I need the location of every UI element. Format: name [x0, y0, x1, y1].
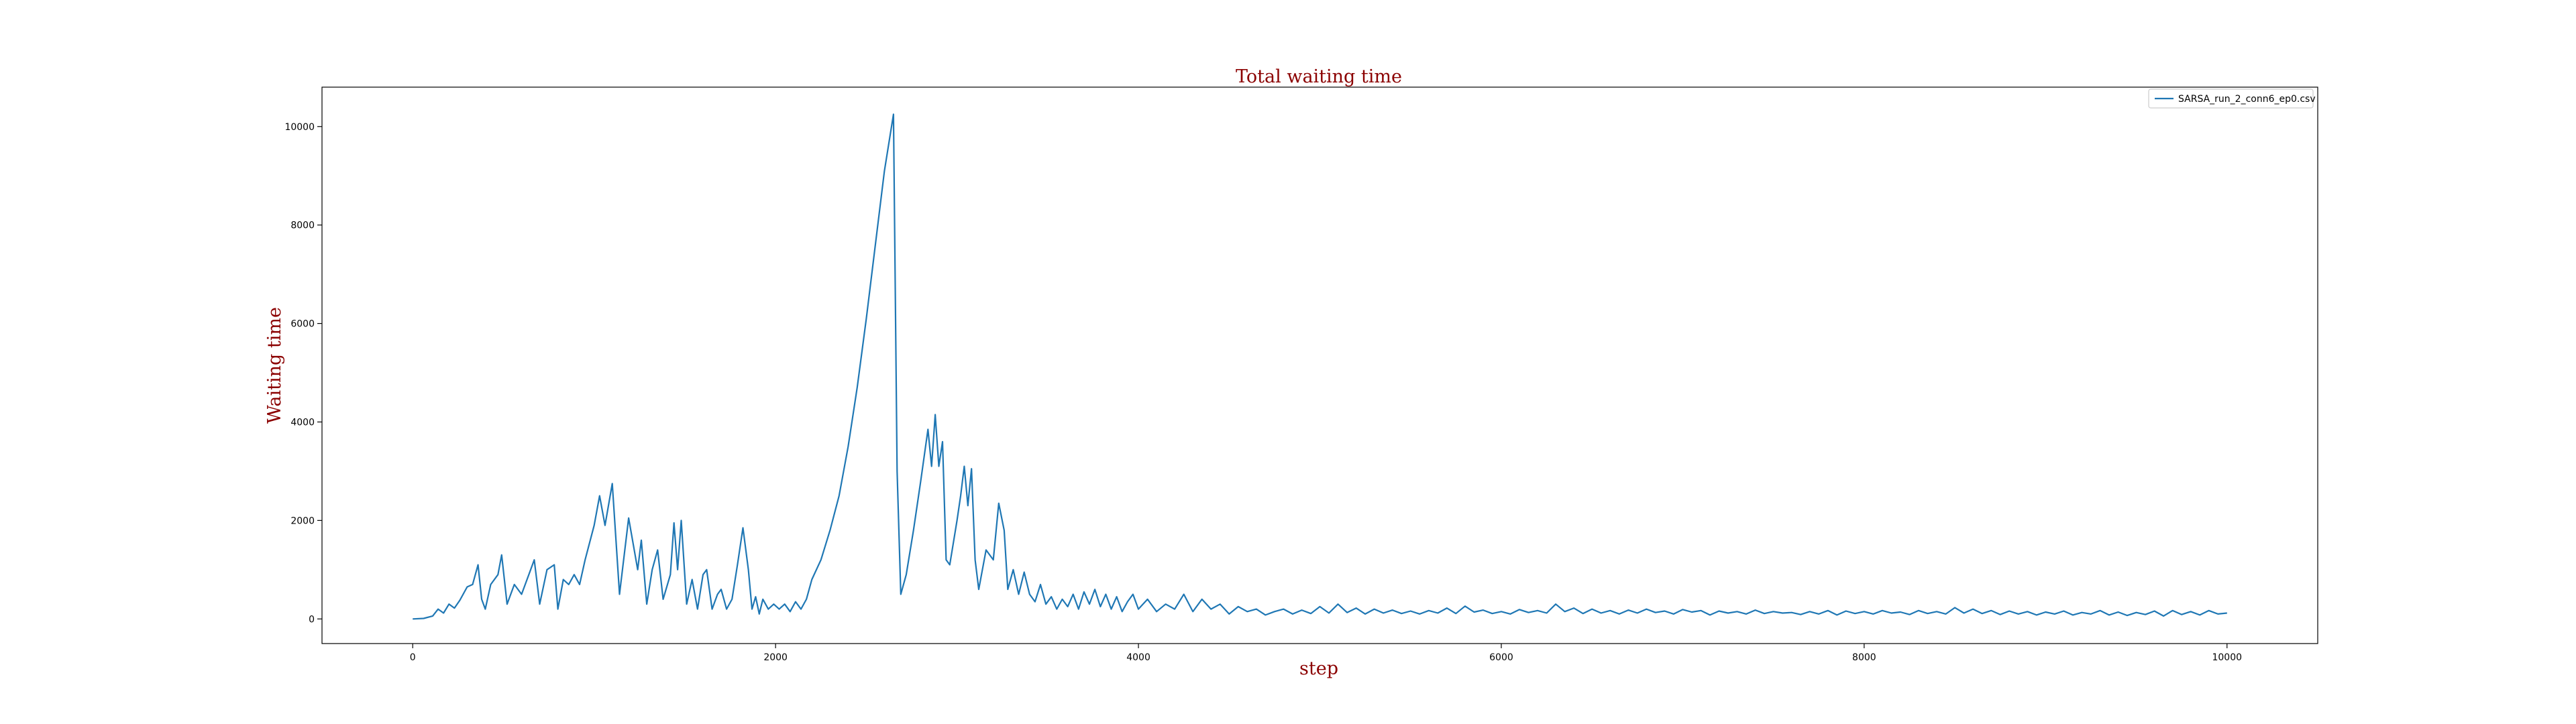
- legend-box: [2148, 88, 2314, 109]
- plot-area: 0 2000 4000 6000 8000 10000 0 2000 4000 6000 8000 1…: [284, 86, 2318, 663]
- x-axis-label: step: [1299, 658, 1338, 679]
- x-tick-label-4000: 4000: [1126, 652, 1150, 663]
- axes-frame: [321, 86, 2318, 644]
- y-tick-label-10000: 10000: [284, 122, 315, 133]
- y-tick-label-8000: 8000: [290, 221, 315, 231]
- legend: SARSA_run_2_conn6_ep0.csv: [2148, 88, 2316, 109]
- x-tick-label-6000: 6000: [1489, 652, 1513, 663]
- y-tick-label-4000: 4000: [290, 417, 315, 428]
- y-tick-label-0: 0: [309, 614, 315, 625]
- y-tick-label-6000: 6000: [290, 319, 315, 330]
- legend-label: SARSA_run_2_conn6_ep0.csv: [2178, 94, 2316, 105]
- y-axis-label: Waiting time: [264, 307, 285, 424]
- x-tick-label-10000: 10000: [2212, 652, 2242, 663]
- x-tick-label-8000: 8000: [1852, 652, 1876, 663]
- chart-title: Total waiting time: [1236, 66, 1402, 87]
- x-tick-label-2000: 2000: [763, 652, 788, 663]
- series-line-0: [413, 113, 2227, 620]
- y-tick-label-2000: 2000: [290, 516, 315, 526]
- x-tick-label-0: 0: [410, 652, 416, 663]
